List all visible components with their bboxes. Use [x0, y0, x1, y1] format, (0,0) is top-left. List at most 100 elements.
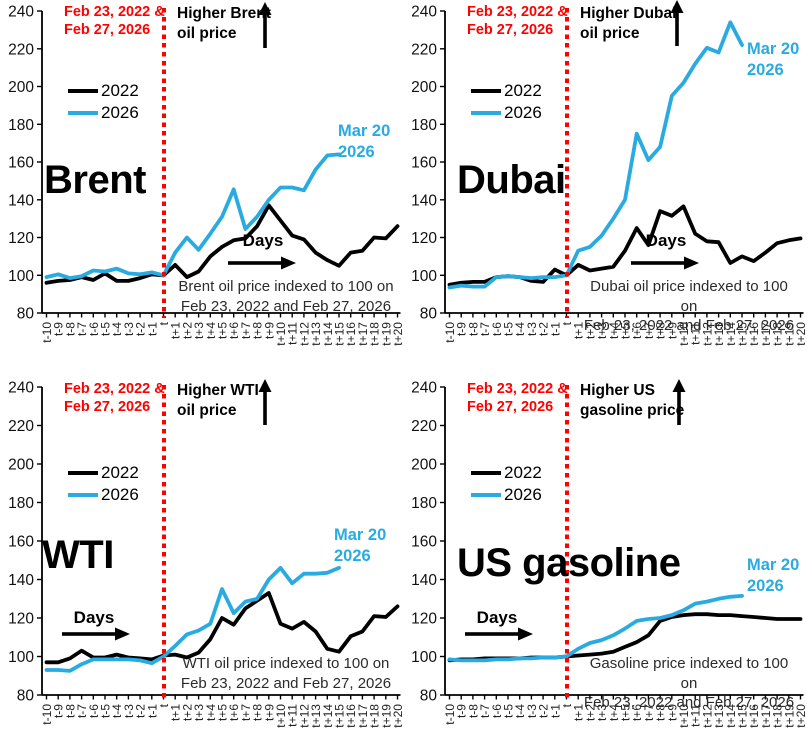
x-axis-tick-label: t-3 — [525, 704, 539, 718]
higher-price-line2: oil price — [177, 24, 237, 42]
x-axis-tick-label: t-10 — [443, 704, 457, 725]
x-axis-tick-label: t-1 — [548, 704, 562, 718]
y-axis-tick-label: 80 — [420, 306, 438, 323]
legend-item-2022: 2022 — [68, 462, 139, 484]
chart-panel-us-gasoline: 80 100 120 140 160 180 200 220 240 t-10 t-9 t-8 t-7 t… — [403, 365, 807, 731]
x-axis-tick-label: t-5 — [502, 704, 516, 718]
event-date-vertical-line — [162, 385, 166, 701]
x-axis-tick-label: t+17 — [356, 322, 370, 346]
annotation-mar20-2026: Mar 20 2026 — [334, 525, 386, 567]
x-axis-tick-label: t+19 — [782, 322, 796, 346]
x-axis-tick-label: t-1 — [548, 322, 562, 336]
legend-item-2022: 2022 — [471, 462, 542, 484]
x-axis-tick-label: t-2 — [134, 322, 148, 336]
x-axis-tick-label: t+18 — [368, 322, 382, 346]
x-axis-tick-label: t-9 — [52, 322, 66, 336]
x-axis-tick-label: t+7 — [642, 704, 656, 721]
x-axis-tick-label: t-8 — [466, 704, 480, 718]
higher-price-line1: Higher Brent — [177, 5, 271, 22]
x-axis-tick-label: t+1 — [572, 704, 586, 721]
y-axis-tick-label: 180 — [8, 495, 34, 512]
event-date-line2: Feb 27, 2026 — [64, 21, 151, 38]
x-axis-tick-label: t+12 — [297, 704, 311, 728]
x-axis-tick-label: t-10 — [40, 704, 54, 725]
event-date-vertical-line — [162, 8, 166, 318]
x-axis-tick-label: t+16 — [747, 322, 761, 346]
x-axis-tick-label: t-2 — [537, 322, 551, 336]
legend-swatch-2022 — [68, 470, 98, 476]
x-axis-tick-label: t+7 — [239, 322, 253, 339]
days-label: Days — [645, 231, 687, 250]
legend-swatch-2022 — [471, 470, 501, 476]
x-axis-tick-label: t+4 — [204, 704, 218, 721]
legend-label-2022: 2022 — [101, 463, 139, 482]
x-axis-tick-label: t+20 — [391, 704, 403, 728]
caption-line1: WTI oil price indexed to 100 on — [182, 655, 390, 672]
legend-label-2022: 2022 — [101, 81, 139, 100]
x-axis-tick-label: t+1 — [169, 704, 183, 721]
x-axis-tick-label: t+1 — [169, 322, 183, 339]
higher-price-line2: oil price — [177, 401, 237, 419]
annotation-mar20-2026: Mar 20 2026 — [338, 121, 390, 163]
up-arrow-icon — [670, 0, 684, 46]
y-axis-tick-label: 160 — [8, 534, 34, 551]
chart-caption: Gasoline price indexed to 100 on Feb 23,… — [581, 654, 797, 713]
x-axis-tick-label: t+8 — [251, 704, 265, 721]
x-axis-tick-label: t-7 — [478, 704, 492, 718]
x-axis-tick-label: t — [560, 703, 574, 707]
days-label: Days — [242, 231, 284, 250]
x-axis-tick-label: t-7 — [75, 704, 89, 718]
days-label: Days — [476, 608, 518, 627]
x-axis-tick-label: t+6 — [227, 322, 241, 339]
x-axis-tick-label: t+4 — [607, 704, 621, 721]
higher-price-label: Higher Brent oil price — [177, 4, 271, 43]
chart-caption: WTI oil price indexed to 100 on Feb 23, … — [178, 654, 394, 693]
x-axis-tick-label: t+6 — [630, 704, 644, 721]
x-axis-tick-label: t-2 — [537, 704, 551, 718]
legend-swatch-2022 — [68, 88, 98, 94]
x-axis-tick-label: t+4 — [204, 322, 218, 339]
legend-label-2026: 2026 — [504, 103, 542, 122]
x-axis-tick-label: t+13 — [712, 322, 726, 346]
x-axis-tick-label: t+16 — [344, 322, 358, 346]
y-axis-tick-label: 80 — [420, 688, 438, 705]
x-axis-tick-label: t+16 — [747, 704, 761, 728]
x-axis-tick-label: t-10 — [40, 322, 54, 343]
x-axis-tick-label: t-7 — [75, 322, 89, 336]
x-axis-tick-label: t+8 — [654, 704, 668, 721]
y-axis-tick-label: 240 — [411, 4, 437, 21]
higher-price-label: Higher Dubai oil price — [580, 4, 676, 43]
x-axis-tick-label: t+15 — [736, 322, 750, 346]
legend: 2022 2026 — [68, 462, 139, 506]
series-line-2026 — [447, 20, 744, 290]
x-axis-tick-label: t+9 — [262, 704, 276, 721]
x-axis-tick-label: t-6 — [490, 322, 504, 336]
y-axis-tick-label: 220 — [8, 418, 34, 435]
right-arrow-icon — [228, 256, 296, 270]
event-date-label: Feb 23, 2022 & Feb 27, 2026 — [64, 4, 165, 39]
legend-swatch-2026 — [68, 492, 98, 498]
y-axis-tick-label: 160 — [411, 155, 437, 172]
legend-label-2026: 2026 — [101, 103, 139, 122]
event-date-line2: Feb 27, 2026 — [64, 398, 151, 415]
x-axis-tick-label: t+6 — [227, 704, 241, 721]
event-date-line1: Feb 23, 2022 & — [467, 4, 568, 20]
caption-line2: Feb 23, 2022 and Feb 27, 2026 — [180, 674, 392, 692]
x-axis-tick-label: t — [157, 703, 171, 707]
event-date-vertical-line — [565, 8, 569, 318]
y-axis-tick-label: 120 — [411, 230, 437, 247]
x-axis-tick-label: t+13 — [309, 704, 323, 728]
x-axis-tick-label: t+18 — [771, 322, 785, 346]
event-date-line2: Feb 27, 2026 — [467, 21, 554, 38]
annotation-line1: Mar 20 — [747, 556, 800, 574]
higher-price-label: Higher US gasoline price — [580, 381, 684, 420]
caption-line1: Dubai oil price indexed to 100 on — [590, 278, 788, 315]
x-axis-tick-label: t+17 — [759, 322, 773, 346]
x-axis-tick-label: t-1 — [145, 322, 159, 336]
x-axis-tick-label: t+10 — [677, 704, 691, 728]
legend-swatch-2026 — [471, 492, 501, 498]
x-axis-tick-label: t-7 — [478, 322, 492, 336]
days-label: Days — [73, 608, 115, 627]
x-axis-tick-label: t+3 — [595, 322, 609, 339]
x-axis-tick-label: t+11 — [689, 322, 703, 345]
